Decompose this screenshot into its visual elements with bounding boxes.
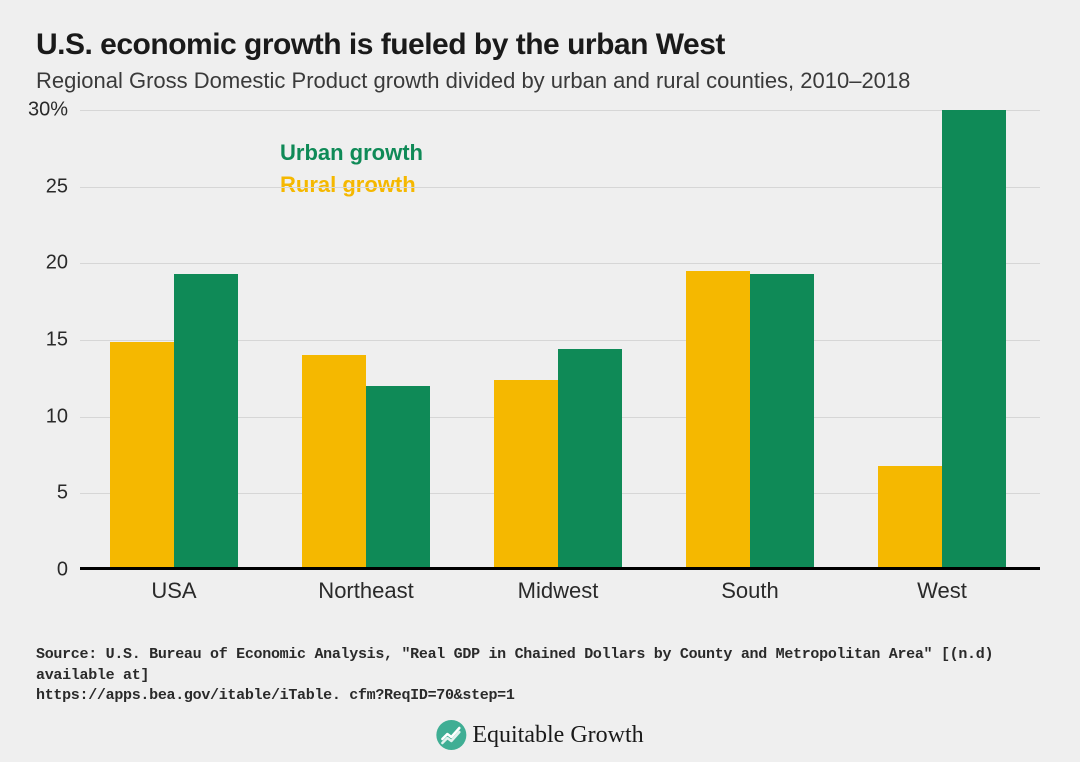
bar-rural-growth: [494, 380, 558, 567]
y-tick-label: 10: [8, 405, 68, 428]
x-category-label: West: [917, 578, 967, 604]
growth-line-icon: [440, 724, 462, 746]
x-category-label: USA: [151, 578, 196, 604]
gridline: [80, 187, 1040, 188]
bar-rural-growth: [110, 342, 174, 567]
x-category-label: Midwest: [518, 578, 599, 604]
gridline: [80, 263, 1040, 264]
source-citation: Source: U.S. Bureau of Economic Analysis…: [36, 645, 1080, 706]
bar-rural-growth: [686, 271, 750, 567]
chart-card: U.S. economic growth is fueled by the ur…: [0, 0, 1080, 762]
y-tick-label: 0: [8, 559, 68, 582]
bar-rural-growth: [878, 466, 942, 567]
y-tick-label: 30%: [8, 99, 68, 122]
gridline: [80, 110, 1040, 111]
x-category-label: Northeast: [318, 578, 413, 604]
chart-title: U.S. economic growth is fueled by the ur…: [36, 28, 1044, 62]
x-category-label: South: [721, 578, 779, 604]
source-line-2: https://apps.bea.gov/itable/iTable. cfm?…: [36, 686, 1080, 706]
chart-area: Urban growth Rural growth 051015202530%U…: [80, 110, 1040, 600]
bar-urban-growth: [558, 349, 622, 567]
y-tick-label: 15: [8, 329, 68, 352]
legend: Urban growth Rural growth: [280, 140, 423, 204]
brand-name: Equitable Growth: [472, 722, 643, 749]
equitable-growth-icon: [436, 720, 466, 750]
plot-region: Urban growth Rural growth 051015202530%U…: [80, 110, 1040, 570]
chart-subtitle: Regional Gross Domestic Product growth d…: [36, 68, 1044, 94]
bar-urban-growth: [174, 274, 238, 567]
bar-urban-growth: [366, 386, 430, 567]
bar-urban-growth: [750, 274, 814, 567]
bar-urban-growth: [942, 110, 1006, 567]
y-tick-label: 20: [8, 252, 68, 275]
legend-item-rural: Rural growth: [280, 172, 423, 198]
source-line-1: Source: U.S. Bureau of Economic Analysis…: [36, 645, 1080, 686]
brand-footer: Equitable Growth: [436, 720, 643, 750]
bar-rural-growth: [302, 355, 366, 567]
y-tick-label: 25: [8, 175, 68, 198]
y-tick-label: 5: [8, 482, 68, 505]
legend-item-urban: Urban growth: [280, 140, 423, 166]
